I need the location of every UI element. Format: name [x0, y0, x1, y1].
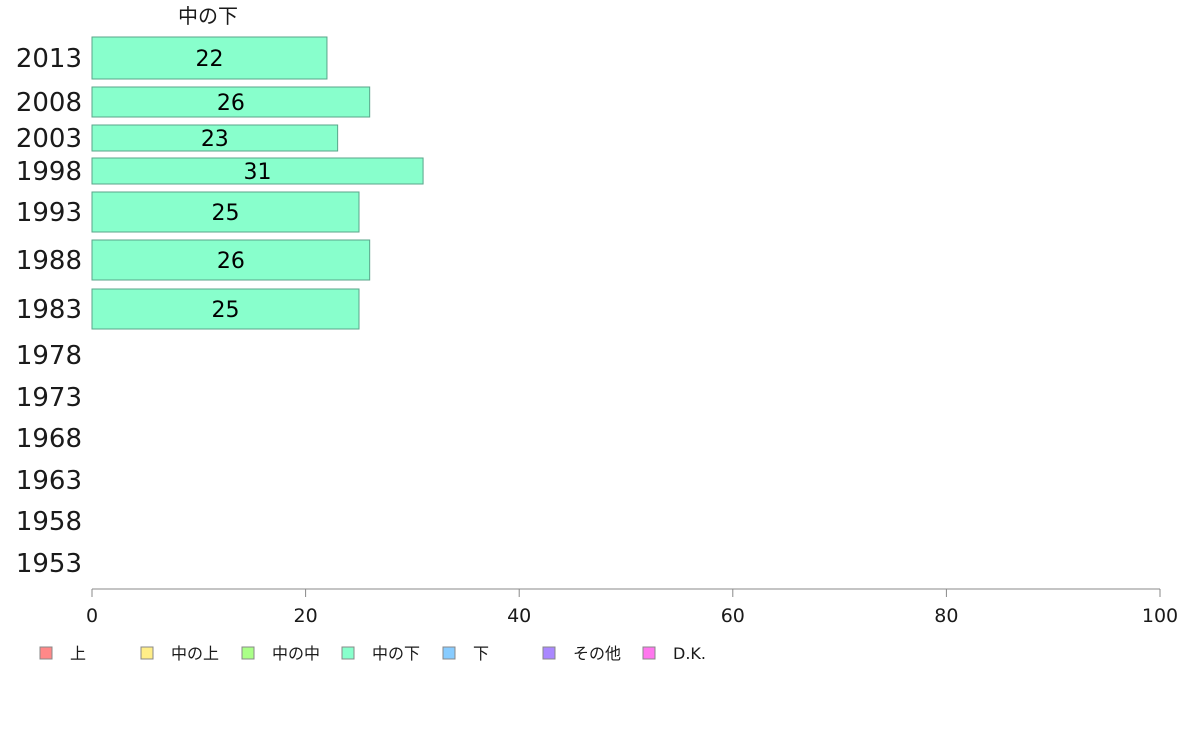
x-tick-label-0: 0: [86, 605, 98, 627]
legend-swatch-6: [642, 646, 656, 660]
chart-title: 中の下: [178, 4, 238, 28]
legend-label-6: D.K.: [673, 644, 706, 663]
bar-1993: [91, 191, 360, 233]
year-label-1963: 1963: [16, 466, 82, 496]
bar-value-2013: 22: [195, 47, 223, 72]
x-tick-label-40: 40: [507, 605, 531, 627]
bar-value-1988: 26: [217, 249, 245, 274]
legend-swatch-5: [542, 646, 556, 660]
year-label-1993: 1993: [16, 198, 82, 228]
year-label-1978: 1978: [16, 341, 82, 371]
legend-label-2: 中の中: [272, 644, 320, 663]
year-label-1958: 1958: [16, 507, 82, 537]
x-tick-label-20: 20: [294, 605, 318, 627]
year-label-1998: 1998: [16, 157, 82, 187]
bar-1998: [91, 157, 424, 185]
legend: 上 中の上 中の中 中の下 下 その他 D.K.: [39, 644, 706, 663]
legend-swatch-0: [39, 646, 53, 660]
bar-2008: [91, 86, 371, 118]
x-tick-label-60: 60: [721, 605, 745, 627]
x-tick-label-100: 100: [1142, 605, 1178, 627]
bar-value-2008: 26: [217, 91, 245, 116]
year-label-1988: 1988: [16, 246, 82, 276]
bar-value-1993: 25: [212, 201, 240, 226]
legend-label-4: 下: [473, 644, 489, 663]
legend-label-3: 中の下: [372, 644, 420, 663]
bar-2013: [91, 36, 328, 80]
bar-value-1998: 31: [244, 160, 272, 185]
bar-2003: [91, 124, 339, 152]
year-label-1973: 1973: [16, 383, 82, 413]
year-label-1953: 1953: [16, 549, 82, 579]
year-label-1968: 1968: [16, 424, 82, 454]
year-label-2003: 2003: [16, 124, 82, 154]
legend-swatch-1: [140, 646, 154, 660]
legend-swatch-2: [241, 646, 255, 660]
legend-swatch-4: [442, 646, 456, 660]
legend-swatch-3: [341, 646, 355, 660]
year-label-2013: 2013: [16, 44, 82, 74]
year-label-1983: 1983: [16, 295, 82, 325]
x-axis: 0 20 40 60 80 100: [86, 588, 1178, 627]
legend-label-0: 上: [70, 644, 86, 663]
bar-1983: [91, 288, 360, 330]
x-tick-label-80: 80: [934, 605, 958, 627]
legend-label-1: 中の上: [171, 644, 219, 663]
bar-value-2003: 23: [201, 127, 229, 152]
year-label-2008: 2008: [16, 88, 82, 118]
bar-1988: [91, 239, 371, 281]
bar-value-1983: 25: [212, 298, 240, 323]
legend-label-5: その他: [573, 644, 621, 663]
